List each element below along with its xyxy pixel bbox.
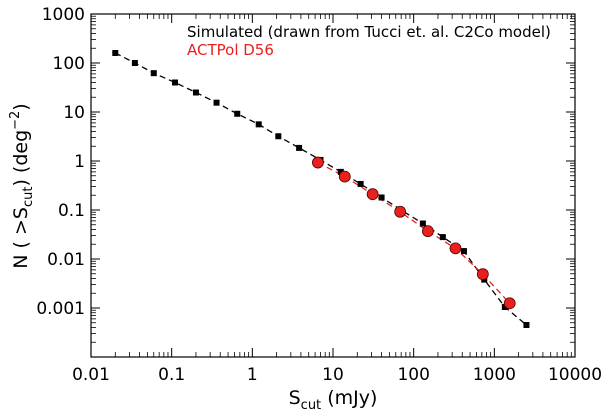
data-point-actpol (366, 188, 379, 201)
data-point-simulated (112, 49, 119, 56)
y-tick-label: 100 (53, 54, 85, 74)
data-point-simulated (192, 89, 199, 96)
tick-labels: 0.01 0.1 1 10 100 1000 10000 0.001 0.01 0.1 1 10 100… (36, 5, 602, 385)
y-tick-label: 0.1 (58, 201, 85, 221)
legend: Simulated (drawn from Tucci et. al. C2Co… (187, 23, 551, 59)
legend-entry-actpol: ACTPol D56 (187, 41, 274, 59)
data-point-simulated (131, 60, 138, 66)
data-point-actpol (476, 268, 489, 281)
data-point-actpol (338, 170, 351, 183)
x-axis-label: Scut (mJy) (289, 387, 378, 413)
y-axis-label-mid: ) (deg (10, 130, 32, 187)
y-axis-label-post: ) (10, 103, 32, 110)
data-point-actpol (449, 242, 462, 255)
data-point-simulated (460, 248, 467, 255)
y-tick-label: 10 (63, 103, 85, 123)
series-markers (112, 49, 530, 328)
data-point-simulated (337, 168, 344, 175)
data-point-simulated (234, 110, 241, 117)
y-tick-label: 0.01 (47, 250, 85, 270)
data-point-simulated (275, 133, 282, 140)
data-point-simulated (439, 234, 446, 241)
y-axis-label-pre: N ( >S (10, 207, 32, 269)
data-point-actpol (394, 205, 407, 218)
data-point-actpol (503, 297, 516, 310)
x-tick-label: 0.1 (158, 365, 185, 385)
data-point-simulated (296, 144, 303, 151)
x-tick-label: 10 (322, 365, 344, 385)
y-axis-label-sub: cut (21, 187, 36, 207)
data-point-simulated (255, 121, 262, 128)
y-tick-label: 1000 (42, 5, 85, 25)
x-tick-label: 100 (397, 365, 429, 385)
x-tick-label: 0.01 (72, 365, 110, 385)
plot-frame (90, 13, 576, 358)
data-point-simulated (419, 220, 426, 227)
x-tick-label: 10000 (548, 365, 602, 385)
x-axis-label-main: S (289, 387, 301, 409)
y-tick-label: 0.001 (36, 299, 85, 319)
data-point-simulated (172, 79, 179, 86)
data-point-simulated (150, 70, 157, 77)
data-point-simulated (523, 321, 530, 328)
x-tick-label: 1 (247, 365, 258, 385)
x-axis-label-unit: (mJy) (321, 387, 377, 409)
legend-entry-simulated: Simulated (drawn from Tucci et. al. C2Co… (187, 23, 551, 41)
y-axis-label: N ( >Scut) (deg−2) (8, 103, 36, 268)
x-tick-label: 1000 (473, 365, 516, 385)
data-point-simulated (357, 180, 364, 187)
data-point-simulated (378, 194, 385, 201)
y-axis-label-sup: −2 (8, 111, 23, 130)
data-point-simulated (213, 99, 220, 106)
data-point-simulated (501, 303, 508, 310)
data-point-actpol (312, 156, 324, 169)
data-point-actpol (421, 225, 434, 238)
x-axis-label-sub: cut (301, 398, 321, 413)
y-tick-label: 1 (74, 152, 85, 172)
